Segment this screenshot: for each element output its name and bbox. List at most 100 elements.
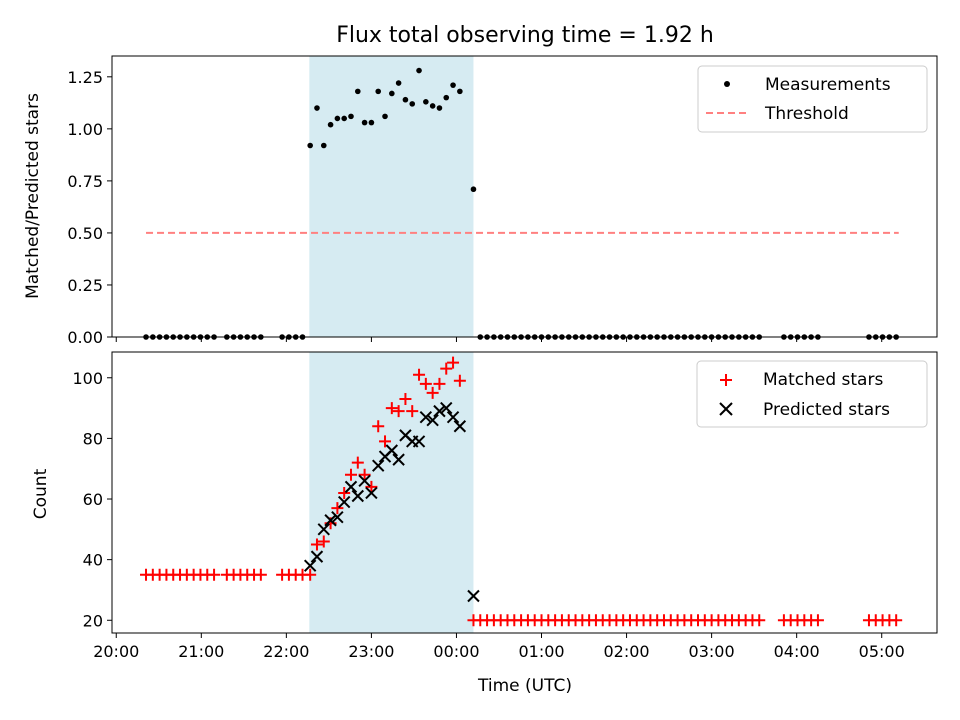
x-tick-label: 23:00 [348, 642, 394, 661]
ratio-panel: 0.00 0.25 0.50 0.75 1.00 1.25 Matched/Predict… [23, 55, 938, 347]
count-panel: 20 40 60 80 100 20:00 21:00 22:00 23:00 00:00 01:… [31, 351, 938, 696]
baseline-matched-point [811, 614, 824, 627]
matched-stars-point [338, 486, 351, 499]
bottom-axes-frame [111, 351, 938, 634]
predicted-stars-point [446, 410, 460, 424]
matched-stars-point [365, 480, 378, 493]
top-y-axis-label: Matched/Predicted stars [23, 93, 43, 299]
bottom-legend: Matched stars Predicted stars [696, 360, 928, 428]
predicted-stars-point [467, 589, 480, 603]
bottom-data-layer [140, 356, 903, 627]
baseline-matched-point [890, 614, 903, 627]
predicted-stars-point [440, 401, 453, 415]
matched-stars-point [467, 614, 480, 627]
top-legend: Measurements Threshold [697, 65, 928, 133]
matched-stars-point [392, 405, 405, 418]
x-tick-label: 04:00 [774, 642, 820, 661]
x-tick-label: 22:00 [263, 642, 309, 661]
predicted-stars-point [433, 404, 446, 418]
predicted-stars-point [372, 459, 385, 472]
predicted-stars-point [358, 474, 371, 488]
predicted-stars-point [385, 444, 399, 457]
top-axes-frame [111, 55, 938, 338]
predicted-stars-point [337, 495, 351, 509]
bottom-y-axis: 20 40 60 80 100 [72, 369, 112, 630]
matched-stars-point [413, 368, 426, 381]
y-tick-label: 60 [83, 490, 103, 509]
matched-stars-point [419, 377, 432, 390]
predicted-stars-point [310, 550, 324, 563]
measurements-point [443, 94, 450, 101]
matched-stars-point [304, 568, 317, 581]
y-tick-label: 0.00 [67, 328, 103, 347]
legend-matched-label: Matched stars [763, 370, 883, 390]
matched-stars-point [372, 420, 385, 433]
matched-stars-point [453, 374, 466, 387]
matched-stars-point [310, 538, 323, 551]
x-tick-label: 21:00 [178, 642, 224, 661]
measurements-point [395, 80, 402, 86]
bottom-observing-window-shade [309, 352, 474, 633]
predicted-stars-point [344, 480, 358, 494]
matched-stars-point [317, 535, 330, 548]
matched-stars-point [399, 392, 412, 405]
y-tick-label: 20 [83, 611, 103, 630]
y-tick-label: 1.00 [67, 120, 103, 139]
measurements-point [341, 115, 347, 122]
top-observing-window-shade [309, 56, 474, 337]
bottom-x-axis: 20:00 21:00 22:00 23:00 00:00 01:00 02:00 03:00… [93, 633, 905, 661]
predicted-stars-point [453, 420, 467, 433]
measurements-point [348, 113, 354, 120]
baseline-matched-point [208, 568, 221, 581]
measurements-point [389, 90, 395, 97]
top-y-axis: 0.00 0.25 0.50 0.75 1.00 1.25 [67, 68, 112, 347]
measurements-point [429, 103, 436, 109]
predicted-stars-point [392, 453, 405, 466]
legend-threshold-label: Threshold [764, 104, 849, 124]
measurements-point [320, 142, 327, 149]
measurements-point [436, 105, 443, 111]
chart-title: Flux total observing time = 1.92 h [336, 23, 714, 48]
predicted-stars-point [303, 559, 317, 572]
x-tick-label: 00:00 [433, 642, 479, 661]
bottom-x-axis-label: Time (UTC) [477, 676, 572, 696]
x-tick-label: 20:00 [93, 642, 139, 661]
bottom-y-axis-label: Count [31, 468, 51, 519]
y-tick-label: 100 [72, 369, 103, 388]
matched-stars-point [331, 502, 344, 515]
predicted-stars-point [351, 489, 365, 503]
matched-stars-point [426, 386, 439, 399]
measurements-point [354, 88, 361, 95]
matched-stars-point [385, 402, 398, 415]
legend-predicted-marker [719, 402, 733, 416]
matched-stars-point [440, 362, 453, 375]
matched-stars-point [406, 405, 419, 418]
legend-measurements-label: Measurements [765, 75, 891, 95]
matched-stars-point [379, 435, 392, 448]
measurements-point [450, 82, 456, 88]
legend-measurements-marker [724, 81, 730, 87]
predicted-stars-point [317, 523, 330, 536]
measurements-point [375, 88, 382, 95]
measurements-point [457, 88, 463, 95]
y-tick-label: 0.50 [67, 224, 103, 243]
y-tick-label: 1.25 [67, 68, 103, 87]
legend-predicted-label: Predicted stars [763, 400, 890, 420]
predicted-stars-point [324, 514, 337, 527]
measurements-point [307, 142, 313, 149]
matched-stars-point [344, 468, 357, 481]
matched-stars-point [358, 468, 371, 481]
predicted-stars-point [419, 410, 433, 424]
x-tick-label: 03:00 [689, 642, 735, 661]
measurements-point [361, 119, 368, 126]
measurements-point [409, 101, 416, 107]
baseline-matched-point [753, 614, 766, 627]
predicted-stars-point [331, 510, 344, 524]
predicted-stars-point [412, 435, 426, 448]
baseline-matched-point [254, 568, 267, 581]
y-tick-label: 80 [83, 429, 103, 448]
x-tick-label: 01:00 [518, 642, 564, 661]
y-tick-label: 40 [83, 551, 103, 570]
measurements-point [470, 186, 477, 193]
predicted-stars-point [426, 413, 439, 427]
